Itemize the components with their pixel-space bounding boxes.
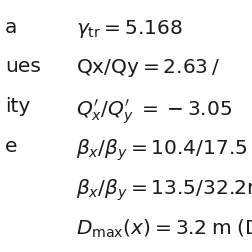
Text: $\beta_{x}/\beta_{y}{=}13.5/32.2\mathrm{m}$: $\beta_{x}/\beta_{y}{=}13.5/32.2\mathrm{… [76, 178, 252, 203]
Text: ity: ity [5, 97, 30, 116]
Text: ues: ues [5, 57, 41, 76]
Text: $D_{\mathrm{max}}(x){=}3.2\;\mathrm{m}\;(\mathrm{D}$: $D_{\mathrm{max}}(x){=}3.2\;\mathrm{m}\;… [76, 218, 252, 240]
Text: a: a [5, 18, 17, 37]
Text: $Q^{\prime}_{x}/Q^{\prime}_{y}\; = -3.05$: $Q^{\prime}_{x}/Q^{\prime}_{y}\; = -3.05… [76, 97, 232, 126]
Text: $\gamma_{\mathrm{tr}} = 5.168$: $\gamma_{\mathrm{tr}} = 5.168$ [76, 18, 182, 40]
Text: $\mathrm{Qx / Qy} = 2.63\,/$: $\mathrm{Qx / Qy} = 2.63\,/$ [76, 57, 219, 79]
Text: $\beta_{x}/\beta_{y}{=}10.4/17.5$: $\beta_{x}/\beta_{y}{=}10.4/17.5$ [76, 137, 247, 163]
Text: e: e [5, 137, 18, 156]
